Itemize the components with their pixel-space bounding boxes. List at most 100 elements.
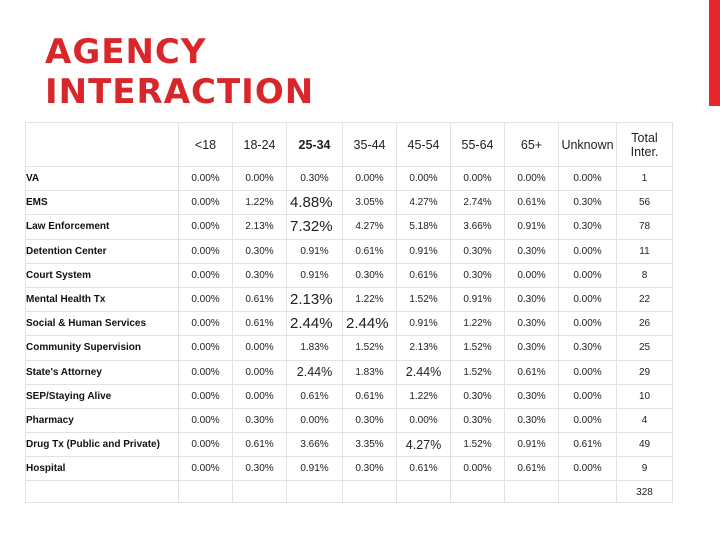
value-cell: 4.27% (342, 214, 397, 240)
value-cell: 3.66% (450, 214, 505, 240)
table-row: Court System 0.00% 0.30% 0.91% 0.30% 0.61% 0.3… (25, 262, 673, 288)
value-cell: 0.30% (558, 335, 617, 361)
value-cell: 2.44% (286, 359, 343, 385)
total-cell: 8 (616, 262, 673, 288)
empty-cell (396, 480, 451, 504)
value-cell: 0.00% (232, 359, 287, 385)
value-cell: 0.00% (232, 383, 287, 409)
value-cell: 0.00% (558, 407, 617, 434)
value-cell: 5.18% (396, 214, 451, 240)
value-cell: 0.00% (450, 456, 505, 482)
value-cell: 0.00% (178, 286, 233, 313)
value-cell: 0.00% (396, 165, 451, 192)
col-header: 25-34 (286, 122, 343, 167)
value-cell: 2.74% (450, 190, 505, 216)
value-cell: 0.00% (178, 383, 233, 409)
row-label: Law Enforcement (25, 214, 179, 240)
value-cell: 0.00% (558, 456, 617, 482)
value-cell: 2.13% (232, 214, 287, 240)
col-header: Unknown (558, 122, 617, 167)
table-row: VA 0.00% 0.00% 0.30% 0.00% 0.00% 0.00% 0.00% 0.0… (25, 165, 673, 192)
value-cell: 0.91% (450, 286, 505, 313)
value-cell: 0.30% (232, 456, 287, 482)
value-cell: 0.00% (178, 238, 233, 264)
value-cell: 0.91% (286, 262, 343, 288)
value-cell: 0.30% (450, 238, 505, 264)
value-cell: 0.00% (504, 165, 559, 192)
value-cell: 2.44% (342, 311, 397, 337)
value-cell: 1.22% (232, 190, 287, 216)
value-cell: 0.61% (342, 383, 397, 409)
value-cell: 0.61% (504, 190, 559, 216)
value-cell: 0.00% (178, 432, 233, 458)
header-blank (25, 122, 179, 167)
table-body: VA 0.00% 0.00% 0.30% 0.00% 0.00% 0.00% 0.00% 0.0… (25, 165, 673, 504)
table-row: EMS 0.00% 1.22% 4.88% 3.05% 4.27% 2.74% 0.61% 0.… (25, 190, 673, 216)
value-cell: 0.61% (232, 432, 287, 458)
col-header: 55-64 (450, 122, 505, 167)
agency-interaction-table: <18 18-24 25-34 35-44 45-54 55-64 65+ Un… (25, 122, 673, 504)
value-cell: 0.00% (558, 311, 617, 337)
total-cell: 22 (616, 286, 673, 313)
value-cell: 0.30% (558, 190, 617, 216)
table-row: Law Enforcement 0.00% 2.13% 7.32% 4.27% 5.18%… (25, 214, 673, 240)
row-label: SEP/Staying Alive (25, 383, 179, 409)
total-cell: 4 (616, 407, 673, 434)
value-cell: 0.30% (286, 165, 343, 192)
empty-cell (232, 480, 287, 504)
grand-total-row: 328 (25, 480, 673, 504)
value-cell: 1.52% (450, 432, 505, 458)
title-line-2: INTERACTION (45, 72, 315, 112)
total-cell: 9 (616, 456, 673, 482)
value-cell: 1.83% (286, 335, 343, 361)
value-cell: 0.30% (232, 238, 287, 264)
empty-cell (450, 480, 505, 504)
row-label: State's Attorney (25, 359, 179, 385)
table-row: SEP/Staying Alive 0.00% 0.00% 0.61% 0.61% 1.2… (25, 383, 673, 409)
value-cell: 3.35% (342, 432, 397, 458)
value-cell: 2.13% (286, 286, 343, 313)
value-cell: 0.30% (342, 262, 397, 288)
empty-cell (286, 480, 343, 504)
accent-bar (709, 0, 720, 106)
value-cell: 0.00% (558, 262, 617, 288)
value-cell: 1.22% (450, 311, 505, 337)
total-cell: 29 (616, 359, 673, 385)
header-row: <18 18-24 25-34 35-44 45-54 55-64 65+ Un… (25, 122, 673, 167)
value-cell: 0.00% (178, 311, 233, 337)
value-cell: 0.61% (396, 262, 451, 288)
value-cell: 1.52% (450, 359, 505, 385)
value-cell: 0.61% (286, 383, 343, 409)
empty-cell (504, 480, 559, 504)
value-cell: 0.61% (232, 311, 287, 337)
value-cell: 0.30% (342, 407, 397, 434)
grand-total: 328 (616, 480, 673, 504)
value-cell: 0.30% (504, 407, 559, 434)
value-cell: 0.91% (504, 432, 559, 458)
row-label: Detention Center (25, 238, 179, 264)
empty-cell (342, 480, 397, 504)
value-cell: 0.30% (450, 262, 505, 288)
page-title: AGENCY INTERACTION (45, 32, 314, 112)
value-cell: 1.83% (342, 359, 397, 385)
value-cell: 0.61% (504, 456, 559, 482)
value-cell: 4.88% (286, 190, 343, 216)
value-cell: 0.00% (558, 359, 617, 385)
total-cell: 25 (616, 335, 673, 361)
value-cell: 0.00% (286, 407, 343, 434)
row-label: VA (25, 165, 179, 192)
value-cell: 0.61% (558, 432, 617, 458)
value-cell: 1.52% (342, 335, 397, 361)
value-cell: 0.61% (504, 359, 559, 385)
row-label: Social & Human Services (25, 311, 179, 337)
value-cell: 0.30% (450, 407, 505, 434)
row-label: EMS (25, 190, 179, 216)
empty-cell (558, 480, 617, 504)
value-cell: 0.00% (558, 383, 617, 409)
value-cell: 0.91% (286, 456, 343, 482)
table-row: Social & Human Services 0.00% 0.61% 2.44% 2.… (25, 311, 673, 337)
value-cell: 0.00% (178, 165, 233, 192)
value-cell: 0.00% (178, 456, 233, 482)
value-cell: 7.32% (286, 214, 343, 240)
value-cell: 0.00% (178, 359, 233, 385)
